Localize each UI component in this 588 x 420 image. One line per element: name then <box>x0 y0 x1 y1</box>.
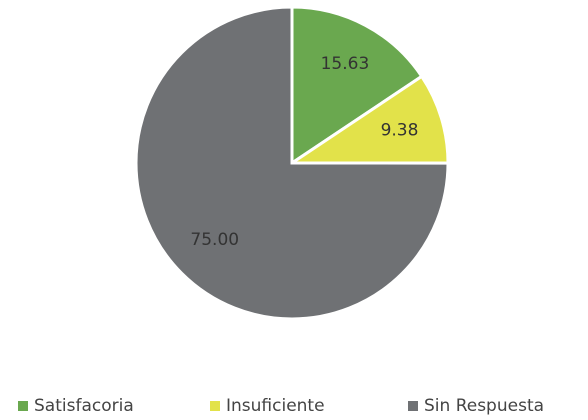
data-label: 75.00 <box>190 230 239 250</box>
legend-swatch <box>408 401 418 411</box>
pie-slice <box>290 5 424 166</box>
legend-swatch <box>210 401 220 411</box>
legend-label: Sin Respuesta <box>424 396 544 416</box>
legend-swatch <box>18 401 28 411</box>
data-label: 15.63 <box>321 54 370 74</box>
pie-slice <box>134 5 450 321</box>
data-label: 9.38 <box>381 120 419 140</box>
legend-label: Insuficiente <box>226 396 325 416</box>
legend-label: Satisfacoria <box>34 396 134 416</box>
pie-slice <box>287 74 450 165</box>
